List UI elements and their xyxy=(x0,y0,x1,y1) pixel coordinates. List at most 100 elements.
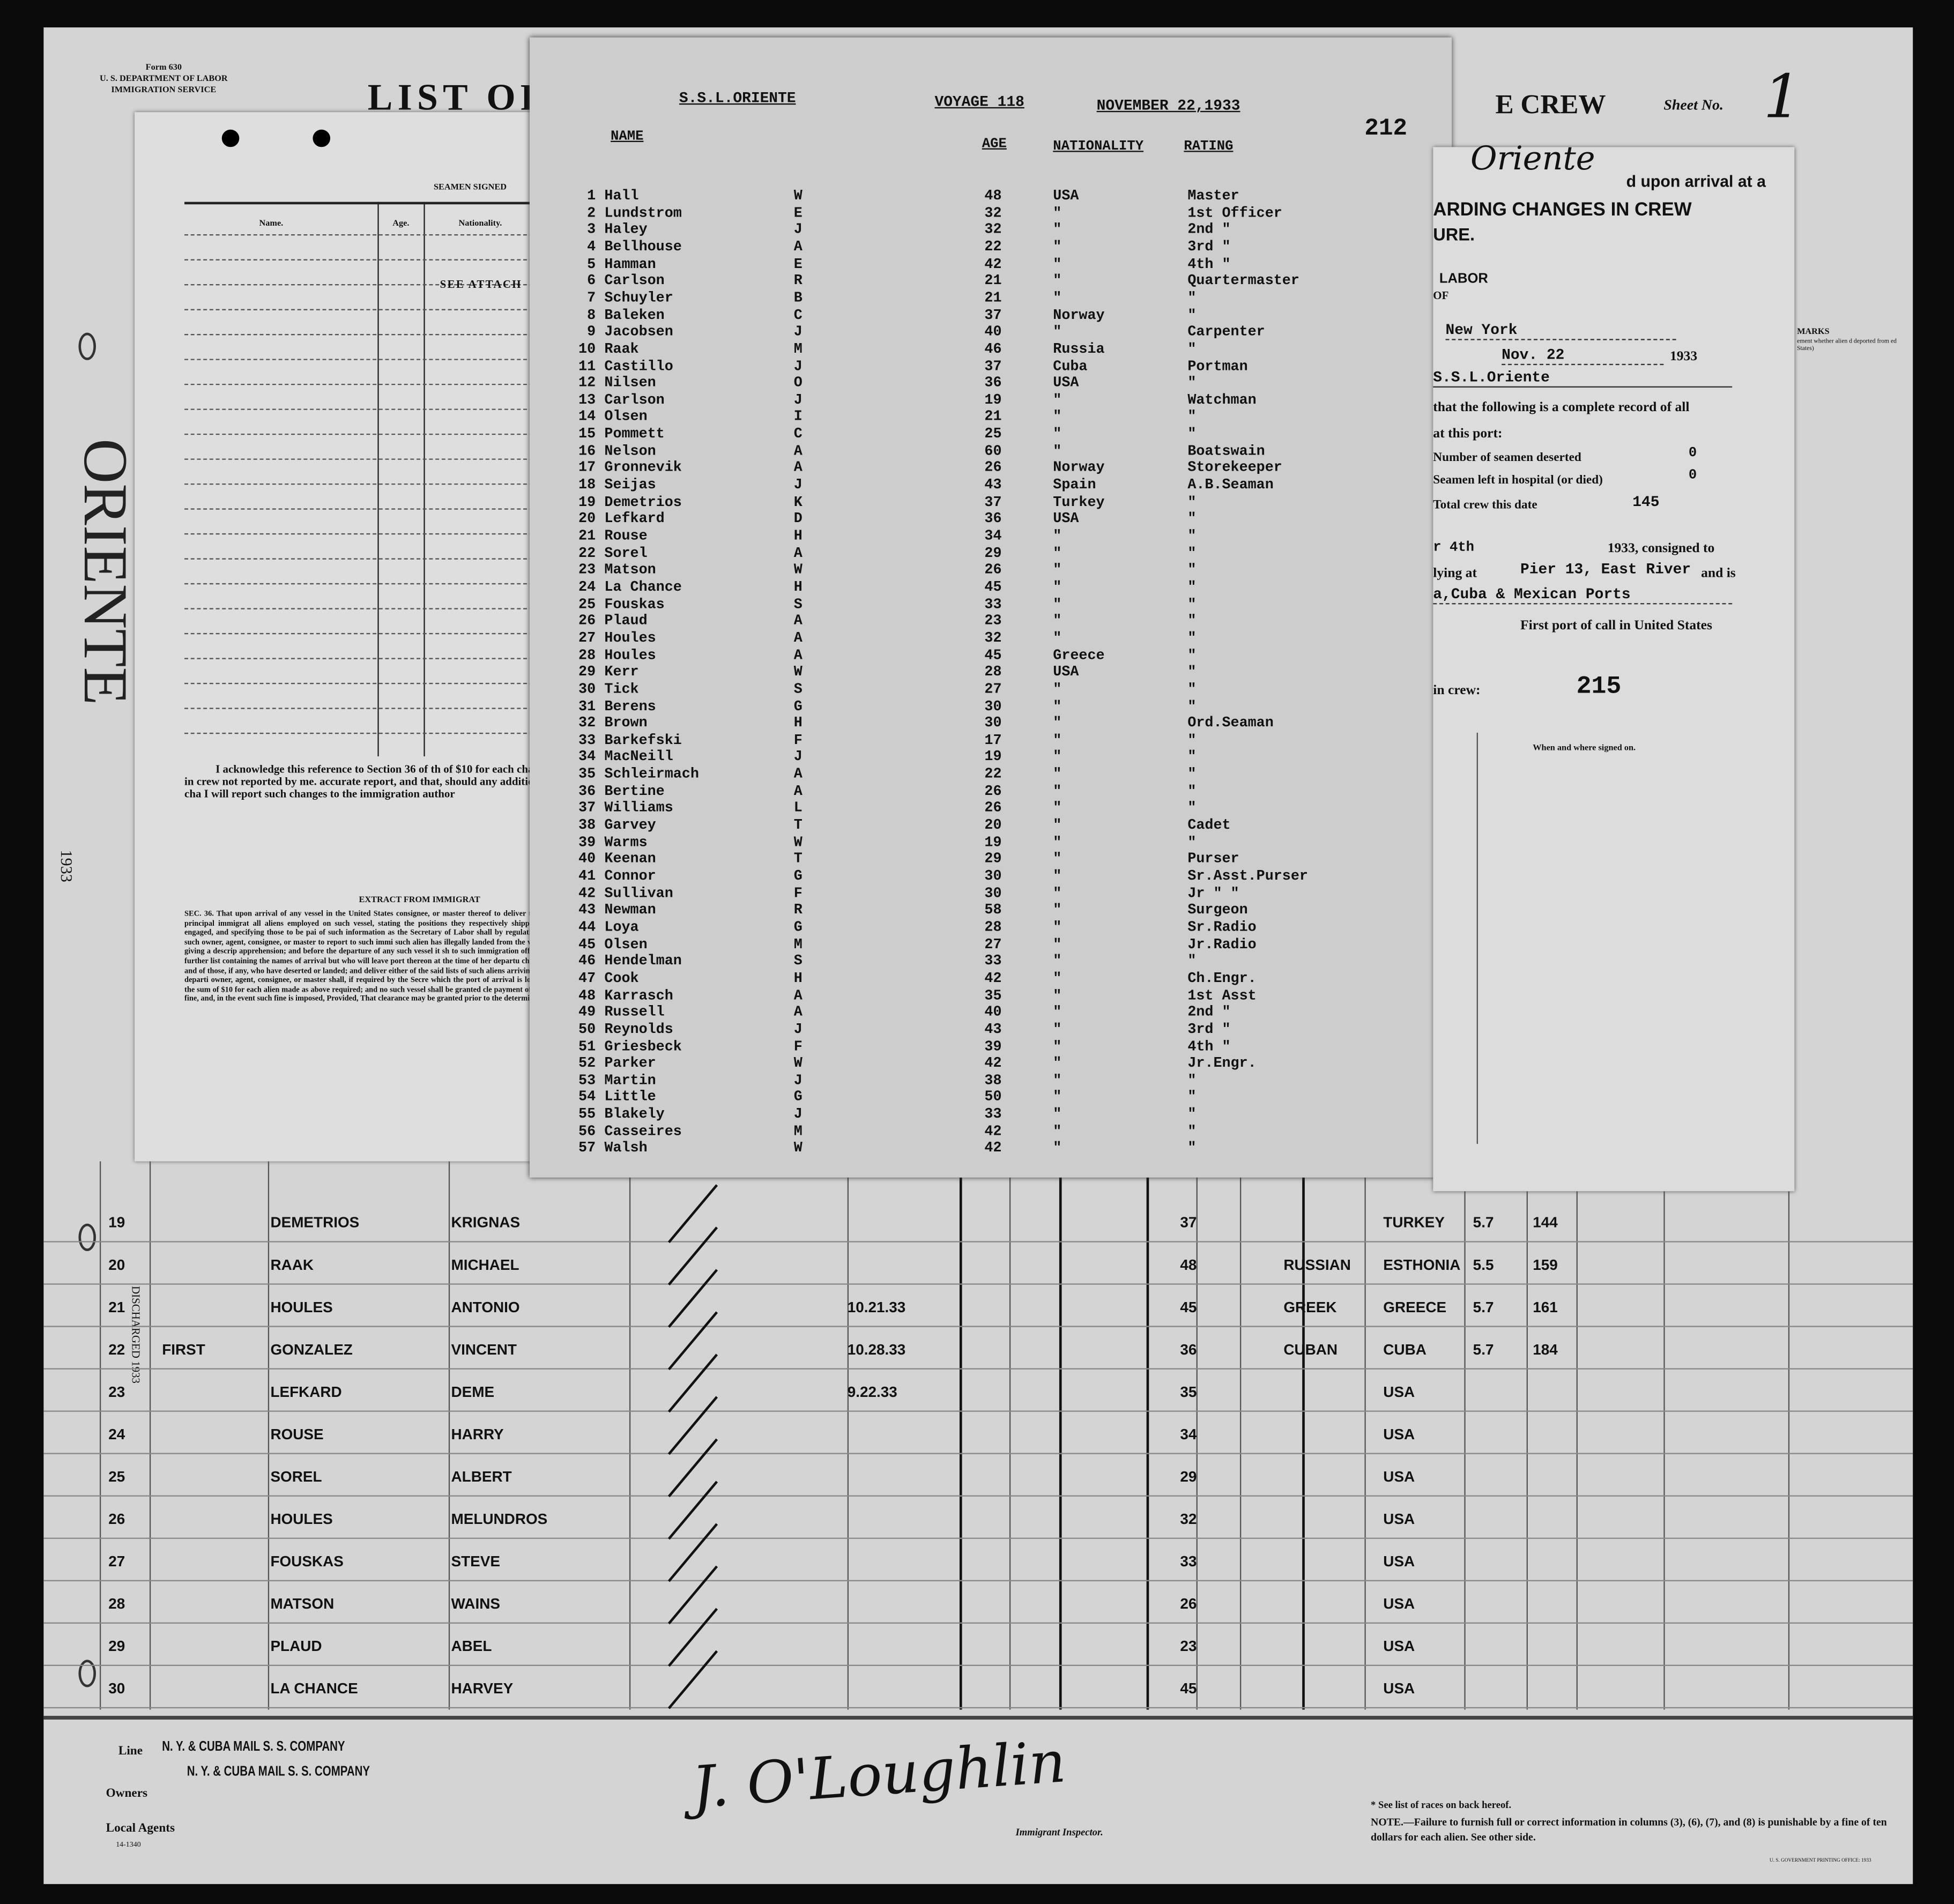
crew-rating: " xyxy=(1187,749,1197,766)
form-line xyxy=(184,682,552,686)
crew-initial: R xyxy=(793,902,803,919)
crew-nationality: " xyxy=(1053,987,1062,1004)
crew-row: 19 Demetrios K 37 Turkey " xyxy=(530,494,1452,511)
cell-weight: 159 xyxy=(1533,1256,1558,1274)
crew-rating: " xyxy=(1187,783,1197,800)
crew-surname: Hendelman xyxy=(604,953,682,970)
crew-row: 34 MacNeill J 19 " " xyxy=(530,749,1452,766)
crew-rating: " xyxy=(1187,630,1197,647)
crew-nationality: " xyxy=(1053,1089,1062,1106)
department: U. S. DEPARTMENT OF LABOR xyxy=(99,73,228,84)
header-nationality: NATIONALITY xyxy=(1053,139,1144,155)
crew-rating: Portman xyxy=(1187,358,1248,375)
remarks-heading: MARKS xyxy=(1797,326,1830,337)
crew-row: 24 La Chance H 45 " " xyxy=(530,579,1452,596)
cell-age: 23 xyxy=(1180,1637,1197,1655)
crew-initial: A xyxy=(793,443,803,460)
crew-nationality: " xyxy=(1053,443,1062,460)
crew-age: 19 xyxy=(984,392,1002,408)
crew-age: 30 xyxy=(984,715,1002,732)
column-rule xyxy=(629,1161,631,1710)
crew-surname: Olsen xyxy=(604,409,648,426)
crew-surname: MacNeill xyxy=(604,749,673,766)
crew-age: 58 xyxy=(984,902,1002,919)
cell-height: 5.5 xyxy=(1473,1256,1494,1274)
crew-age: 19 xyxy=(984,834,1002,851)
crew-surname: Schuyler xyxy=(604,290,673,307)
cell-surname: LA CHANCE xyxy=(270,1679,358,1698)
form-line xyxy=(184,284,552,287)
cell-country: USA xyxy=(1383,1468,1415,1485)
cell-race: RUSSIAN xyxy=(1283,1256,1351,1274)
crew-age: 39 xyxy=(984,1038,1002,1055)
cell-age: 32 xyxy=(1180,1510,1197,1528)
crew-nationality: USA xyxy=(1053,511,1079,528)
cell-given: HARVEY xyxy=(451,1679,514,1698)
cell-no: 29 xyxy=(108,1637,125,1655)
in-crew-value: 215 xyxy=(1576,673,1622,702)
crew-number: 16 xyxy=(578,443,596,460)
cell-age: 29 xyxy=(1180,1468,1197,1485)
crew-initial: H xyxy=(793,970,803,987)
crew-rating: 1st Officer xyxy=(1187,205,1282,221)
changes-in-crew-form: Oriente d upon arrival at a ARDING CHANG… xyxy=(1433,142,1795,1192)
crew-rating: 2nd " xyxy=(1187,1005,1231,1021)
crew-rating: " xyxy=(1187,800,1197,817)
cell-age: 33 xyxy=(1180,1552,1197,1570)
crew-number: 57 xyxy=(578,1140,596,1157)
form-line xyxy=(184,583,552,586)
crew-age: 42 xyxy=(984,1055,1002,1072)
crew-rating: Quartermaster xyxy=(1187,273,1299,289)
crew-age: 40 xyxy=(984,324,1002,341)
crew-initial: F xyxy=(793,732,803,749)
crew-age: 30 xyxy=(984,885,1002,902)
crew-initial: H xyxy=(793,528,803,545)
crew-nationality: " xyxy=(1053,766,1062,783)
crew-rating: " xyxy=(1187,1073,1197,1089)
crew-age: 20 xyxy=(984,817,1002,834)
crew-row: 30 Tick S 27 " " xyxy=(530,681,1452,698)
crew-surname: Connor xyxy=(604,868,656,885)
manifest-row: 19 DEMETRIOS KRIGNAS 37 TURKEY 5.7 144 xyxy=(43,1184,1913,1244)
crew-row: 29 Kerr W 28 USA " xyxy=(530,664,1452,681)
header-line-3: URE. xyxy=(1433,224,1475,244)
crew-surname: Nelson xyxy=(604,443,656,460)
crew-surname: Garvey xyxy=(604,817,656,834)
cell-race: GREEK xyxy=(1283,1298,1337,1316)
crew-number: 31 xyxy=(578,698,596,715)
cell-country: USA xyxy=(1383,1679,1415,1698)
crew-nationality: Norway xyxy=(1053,460,1105,477)
form-line xyxy=(184,483,552,486)
crew-row: 15 Pommett C 25 " " xyxy=(530,426,1452,443)
cell-given: MELUNDROS xyxy=(451,1510,548,1528)
crew-surname: Karrasch xyxy=(604,987,673,1004)
crew-initial: J xyxy=(793,222,803,239)
crew-row: 18 Seijas J 43 Spain A.B.Seaman xyxy=(530,477,1452,494)
line-label: Line xyxy=(118,1744,143,1759)
line-value: N. Y. & CUBA MAIL S. S. COMPANY xyxy=(162,1739,345,1755)
crew-number: 21 xyxy=(578,528,596,545)
manifest-row: 26 HOULES MELUNDROS 32 USA xyxy=(43,1481,1913,1540)
crew-number: 45 xyxy=(578,936,596,953)
crew-nationality: " xyxy=(1053,885,1062,902)
form-line xyxy=(184,708,552,710)
signed-on-label: When and where signed on. xyxy=(1533,742,1636,753)
crew-initial: H xyxy=(793,715,803,732)
crew-rating: Purser xyxy=(1187,851,1239,868)
header-line-5: OF xyxy=(1433,289,1449,302)
cell-weight: 161 xyxy=(1533,1298,1558,1316)
crew-surname: Hall xyxy=(604,188,639,205)
crew-initial: S xyxy=(793,953,803,970)
manifest-row: 28 MATSON WAINS 26 USA xyxy=(43,1565,1913,1625)
ship-name: S.S.L.ORIENTE xyxy=(679,90,796,107)
cell-age: 45 xyxy=(1180,1298,1197,1316)
crew-age: 42 xyxy=(984,256,1002,273)
sail-year: 1933, consigned to xyxy=(1607,540,1715,556)
crew-age: 33 xyxy=(984,596,1002,613)
sheet-number-value: 1 xyxy=(1763,62,1802,132)
header-line-4: LABOR xyxy=(1439,271,1488,287)
crew-initial: K xyxy=(793,494,803,511)
crew-surname: Warms xyxy=(604,834,648,851)
crew-rating: " xyxy=(1187,766,1197,783)
cell-age: 36 xyxy=(1180,1341,1197,1358)
